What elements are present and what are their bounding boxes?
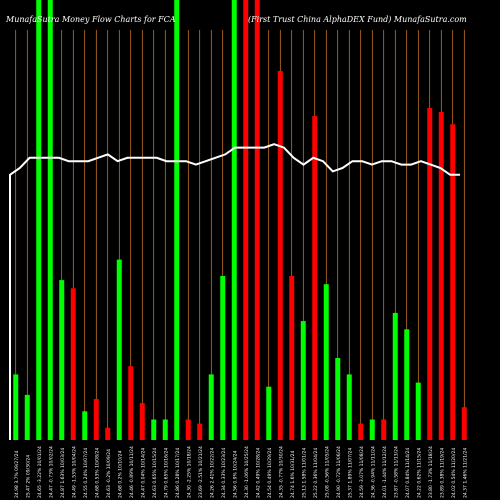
bar-up	[208, 374, 214, 440]
money-flow-line	[9, 143, 460, 440]
x-tick-label: 24.46 -0.89% 10/11/24	[129, 446, 135, 498]
x-tick-label: 24.42 0.49% 10/28/24	[255, 448, 261, 498]
bar-up	[47, 0, 53, 440]
bar-down	[427, 107, 433, 441]
bar-down	[289, 276, 295, 440]
x-tick-label: 23.87 -0.58% 11/13/24	[393, 446, 399, 498]
x-tick-label: 24.56 0.9% 10/24/24	[232, 450, 238, 498]
x-tick-label: 24.30 -2.25% 10/18/24	[186, 446, 192, 498]
bar-down	[254, 0, 260, 440]
bar-down	[243, 0, 249, 440]
x-tick-label: 24.63 0.65% 10/15/24	[152, 448, 158, 498]
bar-up	[323, 284, 329, 440]
x-tick-label: 24.86 0.28% 10/17/24	[175, 448, 181, 498]
bar-down	[312, 116, 318, 440]
bar-down	[70, 288, 76, 440]
x-tick-label: 24.35 -0.77% 10/30/24	[278, 446, 284, 498]
x-tick-label: 24.79 0.65% 10/16/24	[163, 448, 169, 498]
bar-down	[358, 423, 364, 440]
bar-up	[369, 419, 375, 440]
bar-up	[220, 276, 226, 440]
chart-title: MunafaSutra Money Flow Charts for FCA	[5, 15, 176, 24]
x-tick-label: 24.87 1.63% 10/03/24	[60, 448, 66, 498]
chart-subtitle: (First Trust China AlphaDEX Fund) Munafa…	[248, 15, 467, 24]
x-tick-label: 23.80 -1.73% 11/18/24	[428, 446, 434, 498]
x-tick-label: 24.63 -0.2% 10/09/24	[106, 449, 112, 498]
x-tick-label: 24.07 0.84% 11/14/24	[405, 448, 411, 498]
bar-up	[82, 411, 88, 440]
x-tick-label: 24.65 -3.22% 10/01/24	[37, 446, 43, 498]
x-tick-label: 24.01 -1.44% 11/12/24	[382, 446, 388, 498]
x-tick-label: 24.55 0.24% 10/07/24	[83, 448, 89, 498]
x-tick-label: 24.26 2.41% 10/22/24	[209, 448, 215, 498]
bar-up	[335, 358, 341, 440]
x-tick-labels: 24.98 3.7% 09/27/24 25.47 2% 09/30/24 24.6…	[14, 446, 468, 498]
x-tick-label: 25.13 1.58% 11/01/24	[301, 448, 307, 498]
x-tick-label: 24.68 0.53% 10/08/24	[94, 448, 100, 498]
bar-down	[461, 407, 467, 440]
bars-group	[13, 0, 467, 441]
bar-up	[59, 280, 65, 440]
bar-up	[300, 321, 306, 440]
bar-down	[438, 112, 444, 440]
x-tick-label: 23.69 -2.51% 10/21/24	[198, 446, 204, 498]
x-tick-label: 24.36 -0.94% 11/11/24	[370, 446, 376, 498]
x-tick-label: 25.22 0.36% 11/04/24	[313, 448, 319, 498]
x-tick-label: 24.98 3.7% 09/27/24	[14, 450, 20, 498]
x-tick-label: 25.08 -0.56% 11/05/24	[324, 446, 330, 498]
x-tick-label: 24.30 -1.06% 10/25/24	[244, 446, 250, 498]
bar-down	[197, 423, 203, 440]
bar-down	[128, 366, 134, 440]
x-tick-label: 24.02 0.54% 11/20/24	[451, 448, 457, 498]
bar-up	[116, 259, 122, 440]
bar-down	[93, 399, 99, 440]
bar-up	[392, 312, 398, 440]
bar-up	[151, 419, 157, 440]
bar-up	[36, 0, 42, 440]
bar-up	[13, 374, 19, 440]
bar-down	[139, 403, 145, 440]
bar-up	[266, 386, 272, 440]
x-tick-label: 24.47 -0.73% 10/02/24	[48, 446, 54, 498]
x-tick-label: 24.68 0.2% 10/10/24	[117, 450, 123, 498]
x-tick-label: 24.47 0.04% 10/14/24	[140, 448, 146, 498]
bar-up	[404, 329, 410, 440]
x-tick-label: 24.90 -0.72% 11/06/24	[336, 446, 342, 498]
bar-up	[346, 374, 352, 440]
bar-down	[381, 419, 387, 440]
bar-up	[174, 0, 180, 440]
x-tick-label: 25.47 2% 09/30/24	[25, 455, 31, 498]
x-tick-label: 24.34 0.33% 10/23/24	[221, 448, 227, 498]
x-tick-label: 24.54 0.49% 10/29/24	[267, 448, 273, 498]
x-tick-label: 24.37 1.46% 11/21/24	[462, 448, 468, 498]
bar-up	[231, 0, 237, 440]
x-tick-label: 24.74 1.6% 10/31/24	[290, 450, 296, 498]
bar-up	[24, 394, 30, 440]
x-tick-label: 25.37 1.89% 11/07/24	[347, 448, 353, 498]
bar-down	[450, 124, 456, 441]
bar-down	[185, 419, 191, 440]
bar-down	[277, 71, 283, 440]
x-tick-label: 24.49 -1.53% 10/04/24	[71, 446, 77, 498]
bar-down	[105, 427, 111, 440]
bar-up	[415, 382, 421, 440]
x-tick-label: 23.89 0.38% 11/19/24	[439, 448, 445, 498]
x-tick-label: 24.59 -3.07% 11/08/24	[359, 446, 365, 498]
x-tick-label: 24.22 0.62% 11/15/24	[416, 448, 422, 498]
bar-up	[162, 419, 168, 440]
